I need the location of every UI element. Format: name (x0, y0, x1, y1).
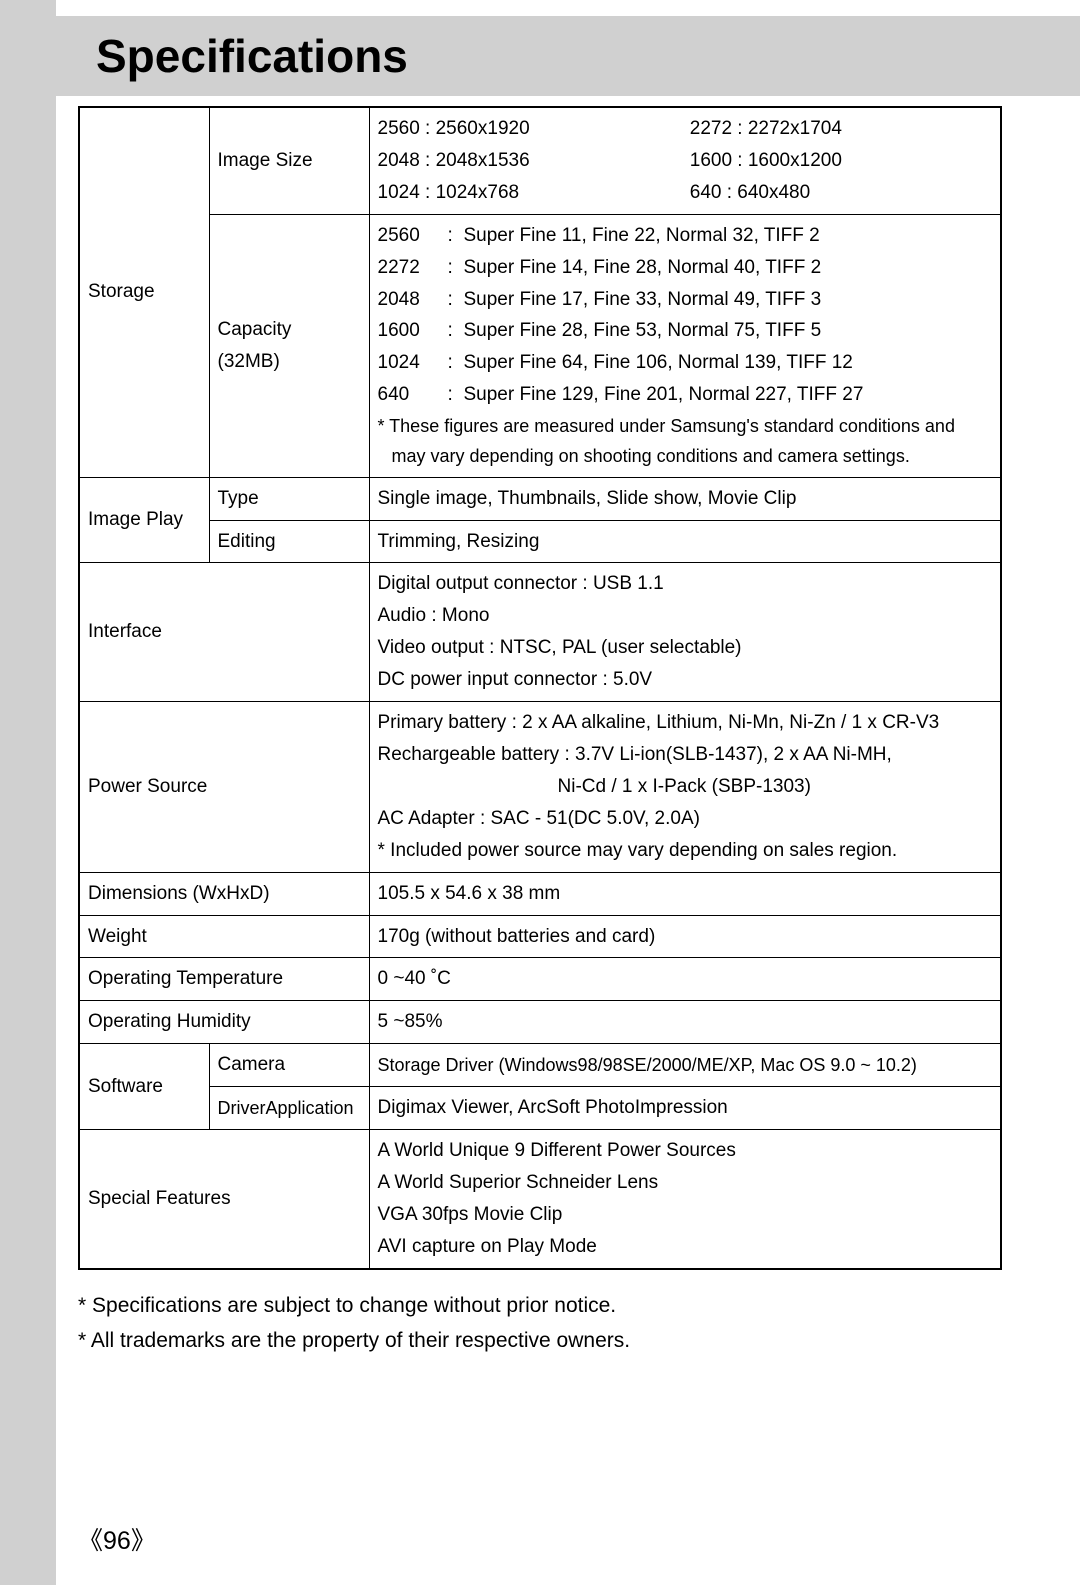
footnote-line: * All trademarks are the property of the… (78, 1323, 1002, 1359)
row-label-capacity: Capacity (32MB) (209, 214, 369, 477)
power-line: Rechargeable battery : 3.7V Li-ion(SLB-1… (378, 739, 993, 771)
content-area: Storage Image Size 2560 : 2560x1920 2272… (78, 106, 1002, 1359)
row-label-op-humid: Operating Humidity (79, 1001, 369, 1044)
image-size-item: 2560 : 2560x1920 (378, 113, 680, 145)
cell-op-temp: 0 ~40 ˚C (369, 958, 1001, 1001)
image-size-item: 640 : 640x480 (690, 177, 992, 209)
cap-key: 640 (378, 379, 448, 411)
capacity-label-2: (32MB) (218, 351, 280, 372)
colon: : (448, 347, 464, 379)
capacity-note-1: * These figures are measured under Samsu… (378, 411, 993, 441)
row-label-editing: Editing (209, 520, 369, 563)
cap-val: Super Fine 11, Fine 22, Normal 32, TIFF … (464, 220, 993, 252)
cap-key: 2272 (378, 252, 448, 284)
image-size-item: 2272 : 2272x1704 (690, 113, 992, 145)
cell-power-source: Primary battery : 2 x AA alkaline, Lithi… (369, 702, 1001, 873)
colon: : (448, 252, 464, 284)
image-size-item: 1600 : 1600x1200 (690, 145, 992, 177)
capacity-label-1: Capacity (218, 319, 292, 340)
special-line: VGA 30fps Movie Clip (378, 1199, 993, 1231)
row-label-power-source: Power Source (79, 702, 369, 873)
interface-line: DC power input connector : 5.0V (378, 664, 993, 696)
left-margin-decoration (0, 0, 56, 1585)
row-label-interface: Interface (79, 563, 369, 702)
cap-key: 2560 (378, 220, 448, 252)
cap-val: Super Fine 17, Fine 33, Normal 49, TIFF … (464, 284, 993, 316)
cap-val: Super Fine 28, Fine 53, Normal 75, TIFF … (464, 315, 993, 347)
cell-interface: Digital output connector : USB 1.1 Audio… (369, 563, 1001, 702)
cell-capacity: 2560:Super Fine 11, Fine 22, Normal 32, … (369, 214, 1001, 477)
cell-op-humid: 5 ~85% (369, 1001, 1001, 1044)
specifications-table: Storage Image Size 2560 : 2560x1920 2272… (78, 106, 1002, 1270)
power-line: * Included power source may vary dependi… (378, 835, 993, 867)
image-size-item: 2048 : 2048x1536 (378, 145, 680, 177)
special-line: A World Unique 9 Different Power Sources (378, 1135, 993, 1167)
cap-key: 1600 (378, 315, 448, 347)
colon: : (448, 315, 464, 347)
row-label-dimensions: Dimensions (WxHxD) (79, 872, 369, 915)
colon: : (448, 220, 464, 252)
cell-camera: Storage Driver (Windows98/98SE/2000/ME/X… (369, 1044, 1001, 1087)
guillemet-right-icon: 》 (131, 1527, 156, 1555)
special-line: A World Superior Schneider Lens (378, 1167, 993, 1199)
row-label-special-features: Special Features (79, 1130, 369, 1269)
interface-line: Video output : NTSC, PAL (user selectabl… (378, 632, 993, 664)
cap-val: Super Fine 14, Fine 28, Normal 40, TIFF … (464, 252, 993, 284)
row-label-op-temp: Operating Temperature (79, 958, 369, 1001)
cap-val: Super Fine 129, Fine 201, Normal 227, TI… (464, 379, 993, 411)
page-number-value: 96 (103, 1527, 131, 1555)
row-label-image-size: Image Size (209, 107, 369, 214)
cell-type: Single image, Thumbnails, Slide show, Mo… (369, 477, 1001, 520)
cap-key: 1024 (378, 347, 448, 379)
special-line: AVI capture on Play Mode (378, 1231, 993, 1263)
interface-line: Digital output connector : USB 1.1 (378, 568, 993, 600)
image-size-item: 1024 : 1024x768 (378, 177, 680, 209)
colon: : (448, 284, 464, 316)
interface-line: Audio : Mono (378, 600, 993, 632)
power-line-indent: Ni-Cd / 1 x I-Pack (SBP-1303) (378, 771, 993, 803)
row-label-image-play: Image Play (79, 477, 209, 563)
page-title: Specifications (96, 29, 408, 83)
footnote-line: * Specifications are subject to change w… (78, 1288, 1002, 1324)
cap-val: Super Fine 64, Fine 106, Normal 139, TIF… (464, 347, 993, 379)
row-label-camera: Camera (209, 1044, 369, 1087)
power-line: Primary battery : 2 x AA alkaline, Lithi… (378, 707, 993, 739)
row-label-storage: Storage (79, 107, 209, 477)
header-bar: Specifications (56, 16, 1080, 96)
capacity-note-2: may vary depending on shooting condition… (378, 441, 993, 471)
row-label-driver-app: DriverApplication (209, 1087, 369, 1130)
power-line: AC Adapter : SAC - 51(DC 5.0V, 2.0A) (378, 803, 993, 835)
cap-key: 2048 (378, 284, 448, 316)
guillemet-left-icon: 《 (78, 1527, 103, 1555)
cell-driver-app: Digimax Viewer, ArcSoft PhotoImpression (369, 1087, 1001, 1130)
page-number: 《96》 (78, 1521, 156, 1557)
cell-editing: Trimming, Resizing (369, 520, 1001, 563)
cell-special-features: A World Unique 9 Different Power Sources… (369, 1130, 1001, 1269)
row-label-type: Type (209, 477, 369, 520)
row-label-weight: Weight (79, 915, 369, 958)
cell-image-size: 2560 : 2560x1920 2272 : 2272x1704 2048 :… (369, 107, 1001, 214)
cell-weight: 170g (without batteries and card) (369, 915, 1001, 958)
row-label-software: Software (79, 1044, 209, 1130)
cell-dimensions: 105.5 x 54.6 x 38 mm (369, 872, 1001, 915)
colon: : (448, 379, 464, 411)
footnotes: * Specifications are subject to change w… (78, 1288, 1002, 1359)
